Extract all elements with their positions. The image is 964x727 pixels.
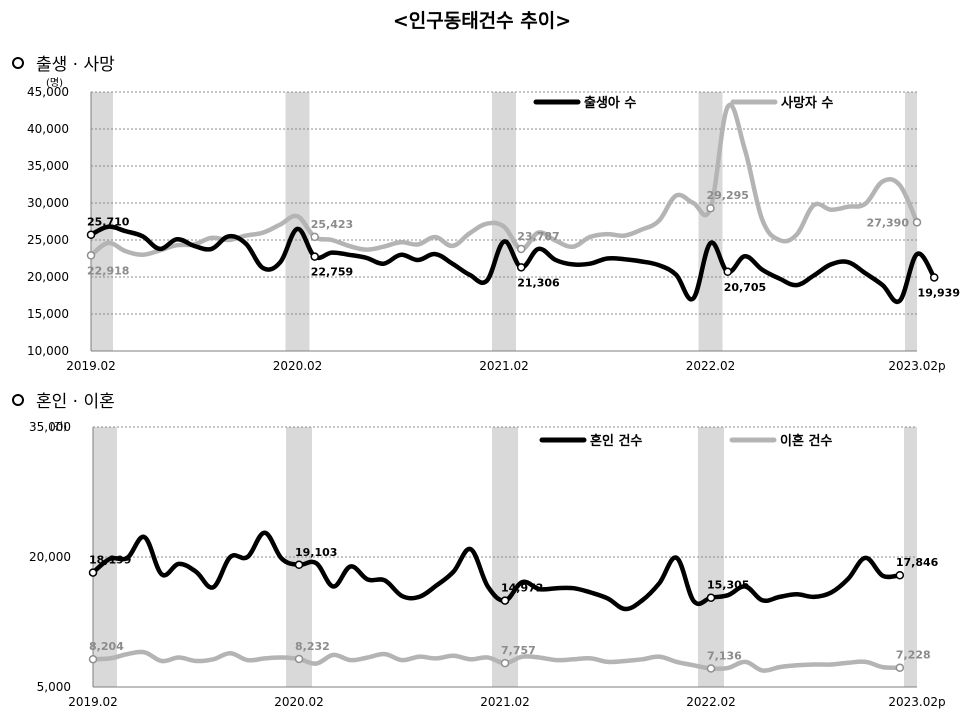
series-line-2: [88, 102, 920, 258]
series-line-1: [90, 530, 903, 612]
series-line-2: [90, 649, 903, 673]
unit-label: (건): [50, 421, 67, 433]
data-label: 29,295: [707, 189, 749, 202]
data-label: 19,939: [918, 286, 960, 299]
data-point-marker: [516, 244, 526, 254]
section-title-marriage-divorce: 혼인 · 이혼: [12, 387, 115, 412]
circle-bullet-icon: [12, 394, 24, 406]
y-tick-label: 20,000: [27, 270, 69, 284]
y-tick-label: 5,000: [37, 680, 71, 694]
x-tick-label: 2020.02: [274, 695, 324, 709]
data-label: 18,199: [89, 554, 131, 567]
unit-label: (명): [46, 77, 63, 89]
data-label: 7,757: [501, 644, 536, 657]
highlight-band: [285, 92, 310, 351]
section-title-text: 혼인 · 이혼: [36, 392, 115, 412]
data-point-marker: [294, 654, 304, 664]
x-tick-label: 2019.02: [66, 359, 116, 373]
page-title: <인구동태건수 추이>: [392, 10, 572, 32]
legend-label: 출생아 수: [584, 95, 636, 111]
data-point-marker: [86, 230, 96, 239]
y-tick-label: 15,000: [27, 307, 69, 321]
series-line-1: [88, 224, 937, 305]
data-label: 27,390: [867, 216, 910, 229]
data-point-marker: [706, 593, 716, 602]
data-point-marker: [516, 263, 526, 272]
data-point-marker: [706, 203, 715, 213]
x-tick-label: 2023.02p: [888, 359, 945, 373]
data-label: 22,918: [87, 264, 129, 277]
chart-2: 5,000 20,000 35,000(건) 2019.02 2020.02 2021.0…: [29, 420, 946, 709]
data-point-marker: [86, 251, 96, 260]
data-point-marker: [929, 273, 939, 282]
y-tick-label: 35,000: [29, 420, 71, 434]
data-label: 8,204: [89, 640, 124, 653]
y-tick-label: 25,000: [27, 233, 69, 247]
y-tick-label: 45,000: [27, 85, 69, 99]
data-point-marker: [895, 570, 905, 580]
y-tick-label: 30,000: [27, 196, 69, 210]
data-label: 25,423: [311, 218, 353, 231]
legend-label: 이혼 건수: [780, 433, 832, 449]
data-point-marker: [500, 658, 510, 668]
data-point-marker: [912, 218, 922, 227]
data-label: 23,787: [517, 230, 559, 243]
y-tick-label: 10,000: [27, 344, 69, 358]
x-tick-label: 2022.02: [686, 695, 736, 709]
data-point-marker: [723, 267, 732, 277]
x-tick-label: 2022.02: [686, 359, 736, 373]
y-tick-label: 40,000: [27, 122, 69, 136]
legend-label: 혼인 건수: [590, 433, 642, 449]
y-tick-label: 20,000: [29, 550, 71, 564]
data-label: 15,305: [707, 579, 749, 592]
data-label: 22,759: [311, 266, 353, 279]
x-tick-label: 2021.02: [480, 695, 530, 709]
chart-1: 10,000 15,000 20,000 25,000 30,000 35,000 40,0…: [27, 77, 960, 373]
section-title-birth-death: 출생 · 사망: [12, 50, 115, 75]
data-point-marker: [706, 664, 716, 673]
data-point-marker: [310, 232, 319, 242]
data-label: 19,103: [295, 546, 337, 559]
highlight-band: [698, 92, 723, 351]
data-label: 7,136: [707, 649, 742, 662]
data-point-marker: [294, 560, 304, 570]
legend-label: 사망자 수: [781, 95, 833, 111]
data-point-marker: [88, 568, 98, 577]
x-tick-label: 2021.02: [479, 359, 529, 373]
y-tick-label: 35,000: [27, 159, 69, 173]
highlight-band: [91, 92, 113, 351]
data-point-marker: [895, 663, 905, 672]
data-label: 17,846: [896, 556, 939, 569]
section-title-text: 출생 · 사망: [36, 55, 115, 75]
data-point-marker: [310, 252, 319, 261]
x-tick-label: 2020.02: [273, 359, 323, 373]
data-label: 21,306: [517, 276, 560, 289]
data-label: 7,228: [896, 649, 931, 662]
x-tick-label: 2023.02p: [888, 695, 945, 709]
data-label: 14,972: [501, 582, 543, 595]
data-label: 25,710: [87, 216, 130, 229]
x-tick-label: 2019.02: [68, 695, 118, 709]
data-point-marker: [500, 596, 510, 605]
circle-bullet-icon: [12, 57, 24, 69]
data-label: 8,232: [295, 640, 330, 653]
data-point-marker: [88, 654, 98, 664]
data-label: 20,705: [724, 281, 766, 294]
